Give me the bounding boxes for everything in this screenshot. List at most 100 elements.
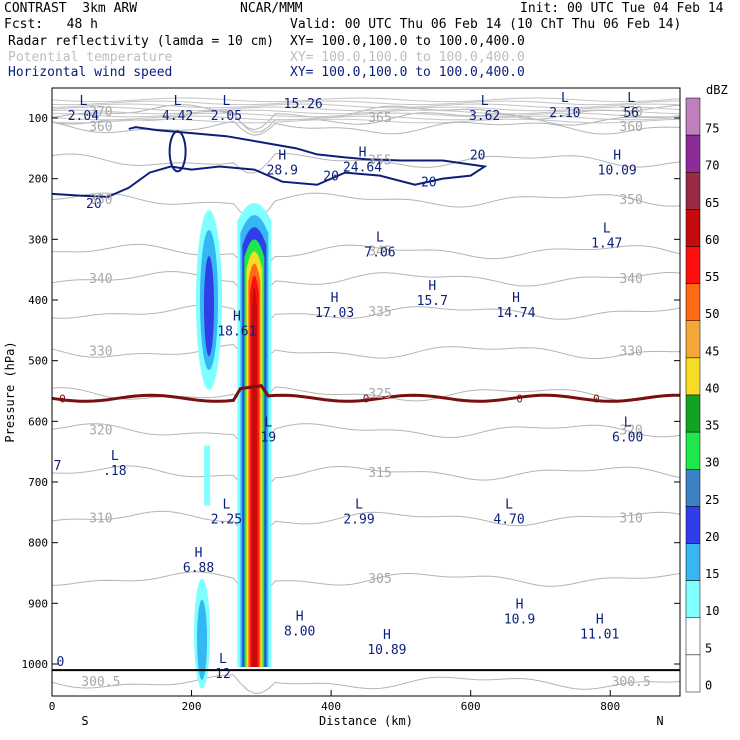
colorbar-swatch (685, 357, 701, 396)
wind-extremum-value: 2.05 (211, 109, 242, 124)
wind-extremum-high: H (383, 628, 391, 643)
colorbar-swatch (685, 469, 701, 507)
colorbar-label: 0 (705, 678, 712, 692)
wind-extremum-low: L (79, 94, 87, 109)
colorbar-swatch (685, 654, 701, 693)
x-tick-label: 0 (49, 700, 56, 713)
colorbar-label: 25 (705, 493, 719, 507)
y-tick-label: 500 (28, 355, 48, 368)
theta-contour-upper (52, 115, 680, 121)
zero-contour (52, 384, 680, 403)
theta-contour-345 (52, 243, 680, 271)
theta-contour-305 (52, 571, 680, 597)
x-tick-label: 400 (321, 700, 341, 713)
colorbar-label: 20 (705, 530, 719, 544)
init-time: Init: 00 UTC Tue 04 Feb 14 (520, 1, 724, 16)
wind-extremum-low: L (505, 497, 513, 512)
colorbar-swatch (685, 209, 701, 247)
theta-contour-label: 370 (619, 105, 642, 120)
wind-extremum-high: H (233, 309, 241, 324)
wind-extremum-value: 2.10 (549, 106, 580, 121)
y-tick-label: 800 (28, 537, 48, 550)
colorbar-swatch (685, 543, 701, 581)
wind-extremum-low: L (111, 449, 119, 464)
wind-extremum-low: L (376, 230, 384, 245)
wind-extremum-low: L (355, 497, 363, 512)
wind-extremum-value: 10.89 (367, 643, 406, 658)
colorbar-swatch (685, 617, 701, 656)
colorbar-swatch (685, 134, 701, 173)
wind-extremum-value: 11.01 (580, 628, 619, 643)
y-tick-label: 700 (28, 476, 48, 489)
theta-contour-365 (52, 110, 680, 133)
zero-contour-label: 0 (516, 392, 523, 405)
y-tick-label: 200 (28, 173, 48, 186)
wind-extremum-value: 6.00 (612, 431, 643, 446)
field-xy-wind: XY= 100.0,100.0 to 100.0,400.0 (290, 65, 525, 80)
wind-extremum-value: 14.74 (496, 306, 535, 321)
colorbar-swatch (685, 580, 701, 618)
x-end-label-north: N (656, 714, 663, 728)
theta-contour-label: 365 (368, 111, 391, 126)
wind-extremum-value: 2.04 (68, 109, 99, 124)
colorbar-swatch (685, 431, 701, 470)
wind-extremum-low: L (223, 94, 231, 109)
wind-extremum-high: H (195, 546, 203, 561)
y-axis-label: Pressure (hPa) (3, 341, 17, 442)
theta-contour-label: 300.5 (81, 675, 120, 690)
y-tick-label: 100 (28, 112, 48, 125)
wind-extremum-value: 17.03 (315, 306, 354, 321)
theta-contour-upper (52, 118, 680, 124)
theta-contour-320 (52, 423, 680, 450)
theta-contour-315 (52, 465, 680, 493)
colorbar-label: 30 (705, 456, 719, 470)
wind-extremum-high: H (596, 613, 604, 628)
wind-contour-label: 20 (470, 148, 486, 163)
forecast-hour: Fcst: 48 h (4, 17, 98, 32)
colorbar-label: 50 (705, 307, 719, 321)
wind-contour-label: 20 (421, 176, 437, 191)
plot-frame (51, 87, 681, 697)
model-title: CONTRAST 3km ARW (4, 1, 138, 16)
wind-contour-label: 20 (323, 170, 339, 185)
wind-extremum-value: 15.7 (417, 294, 448, 309)
x-axis-label: Distance (km) (319, 714, 413, 728)
wind-extremum-low: L (561, 91, 569, 106)
reflectivity-core-band (251, 287, 257, 668)
colorbar-swatch (685, 506, 701, 544)
wind-extremum-value: 56 (623, 106, 639, 121)
theta-contour-label: 360 (89, 120, 112, 135)
colorbar-swatch (685, 394, 701, 433)
theta-contour-label: 305 (368, 572, 391, 587)
y-tick-label: 600 (28, 415, 48, 428)
wind-extremum-value: 8.00 (284, 625, 315, 640)
theta-contour-label: 345 (368, 244, 391, 259)
zero-contour-label: 0 (59, 392, 66, 405)
colorbar-swatch (685, 172, 701, 210)
wind-contour-label: 20 (86, 197, 102, 212)
theta-contour-label: 330 (89, 345, 112, 360)
wind-extremum-value: 1.47 (591, 236, 622, 251)
field-name-theta: Potential temperature (8, 50, 173, 65)
field-name-wind: Horizontal wind speed (8, 65, 173, 80)
colorbar-label: 75 (705, 122, 719, 136)
colorbar-label: 45 (705, 344, 719, 358)
wind-extremum-value: 2.25 (211, 512, 242, 527)
colorbar-label: 60 (705, 233, 719, 247)
theta-contour-label: 310 (89, 511, 112, 526)
wind-extremum-value: 6.88 (183, 561, 214, 576)
wind-extremum-value: 19 (260, 431, 276, 446)
wind-extremum-low: L (264, 416, 272, 431)
theta-contour-label: 330 (619, 345, 642, 360)
wind-extremum-value: 12 (215, 667, 231, 682)
y-tick-label: 300 (28, 233, 48, 246)
colorbar-swatch (685, 97, 701, 136)
wind-extremum-high: H (516, 598, 524, 613)
colorbar-label: 40 (705, 381, 719, 395)
wind-extremum-low: L (481, 94, 489, 109)
theta-contour-label: 355 (368, 153, 391, 168)
reflectivity-cell-mid (204, 445, 211, 506)
field-name-reflectivity: Radar reflectivity (lamda = 10 cm) (8, 34, 275, 49)
theta-contour-label: 340 (619, 272, 642, 287)
